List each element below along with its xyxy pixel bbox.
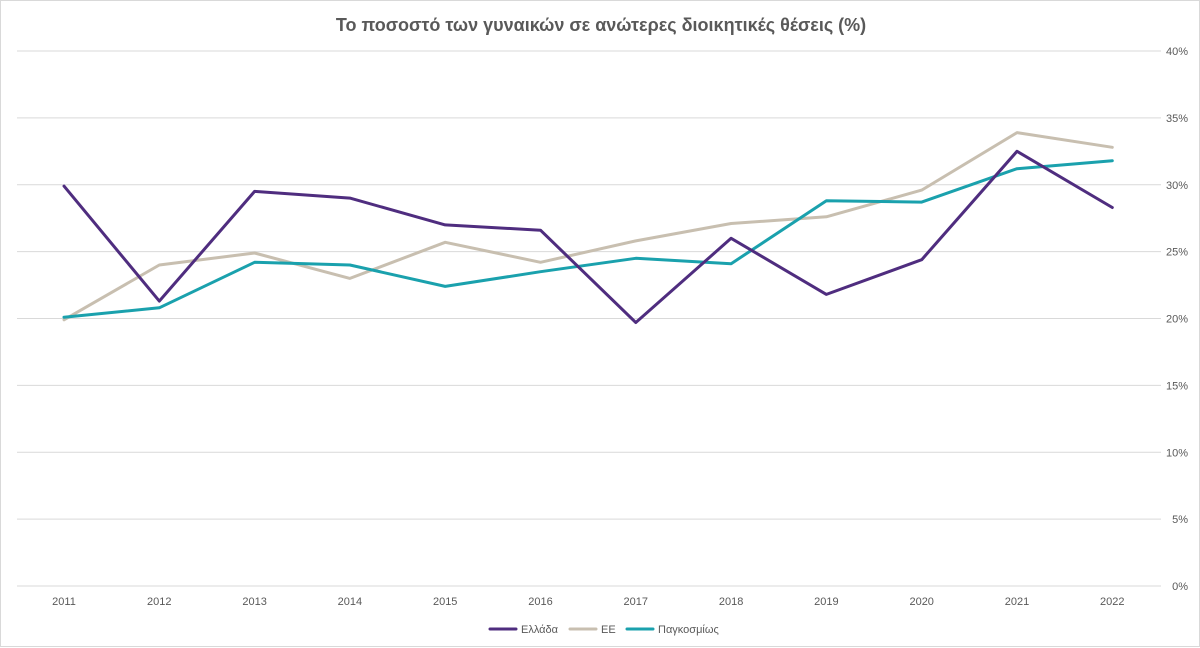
- y-tick-label: 10%: [1166, 447, 1188, 459]
- x-tick-label: 2011: [52, 596, 76, 608]
- y-tick-label: 0%: [1172, 581, 1188, 593]
- x-axis-tick-labels: 2011 2012 2013 2014 2015 2016 2017 2018 2019 2020…: [52, 596, 1124, 608]
- x-tick-label: 2022: [1100, 596, 1124, 608]
- series-line-3: [62, 159, 1114, 319]
- x-tick-label: 2018: [719, 596, 743, 608]
- chart-title: Το ποσοστό των γυναικών σε ανώτερες διοι…: [336, 15, 866, 35]
- y-tick-label: 40%: [1166, 46, 1188, 58]
- legend: Ελλάδα ΕΕ Παγκοσμίως: [488, 624, 719, 636]
- y-tick-label: 20%: [1166, 314, 1188, 326]
- y-tick-label: 25%: [1166, 247, 1188, 259]
- series-line-2: [62, 131, 1114, 322]
- x-tick-label: 2021: [1005, 596, 1029, 608]
- legend-label: ΕΕ: [601, 624, 616, 636]
- x-tick-label: 2015: [433, 596, 457, 608]
- y-tick-label: 15%: [1166, 380, 1188, 392]
- x-tick-label: 2014: [338, 596, 362, 608]
- y-tick-label: 30%: [1166, 180, 1188, 192]
- y-axis-tick-labels: 0% 5% 10% 15% 20% 25% 30% 35% 40%: [1166, 46, 1188, 593]
- x-tick-label: 2016: [528, 596, 552, 608]
- x-tick-label: 2017: [624, 596, 648, 608]
- series-lines: [62, 131, 1114, 324]
- series-line-1: [62, 149, 1114, 324]
- gridlines: [17, 50, 1161, 587]
- legend-label: Παγκοσμίως: [658, 624, 719, 636]
- x-tick-label: 2013: [242, 596, 266, 608]
- y-tick-label: 5%: [1172, 514, 1188, 526]
- x-tick-label: 2019: [814, 596, 838, 608]
- legend-label: Ελλάδα: [521, 624, 559, 636]
- y-tick-label: 35%: [1166, 113, 1188, 125]
- x-tick-label: 2020: [909, 596, 933, 608]
- x-tick-label: 2012: [147, 596, 171, 608]
